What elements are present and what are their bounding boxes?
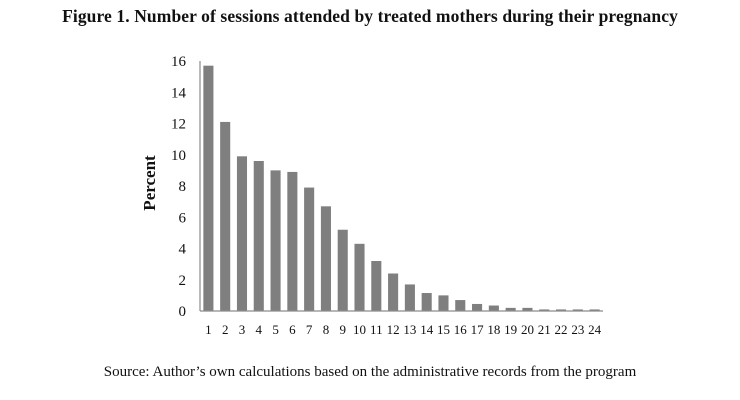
x-tick-label: 14 (420, 322, 434, 337)
bar-21 (539, 309, 550, 311)
x-tick-label: 4 (256, 322, 263, 337)
x-tick-label: 2 (222, 322, 229, 337)
bar-19 (505, 307, 516, 311)
bar-14 (421, 293, 432, 311)
x-tick-label: 5 (272, 322, 279, 337)
bar-3 (236, 156, 248, 311)
y-tick-label: 0 (179, 304, 187, 320)
bar-2 (220, 121, 231, 311)
x-tick-label: 22 (555, 322, 568, 337)
y-tick-label: 10 (171, 148, 186, 164)
source-note: Source: Author’s own calculations based … (103, 364, 637, 380)
chart-title: Figure 1. Number of sessions attended by… (62, 6, 678, 26)
x-tick-label: 7 (306, 322, 313, 337)
x-tick-label: 23 (571, 322, 584, 337)
x-tick-label: 17 (471, 322, 485, 337)
bar-6 (287, 171, 298, 311)
x-tick-label: 10 (353, 322, 366, 337)
bar-1 (203, 65, 214, 311)
x-tick-label: 18 (487, 322, 500, 337)
x-tick-label: 8 (323, 322, 330, 337)
x-tick-label: 9 (339, 322, 346, 337)
bar-18 (488, 305, 499, 311)
bar-11 (371, 261, 382, 311)
y-axis-ticks: 0 2 4 6 8 10 12 14 16 (171, 54, 187, 320)
y-tick-label: 4 (179, 242, 187, 258)
bar-5 (270, 170, 281, 311)
bar-12 (388, 273, 399, 311)
y-tick-label: 2 (179, 273, 187, 289)
x-tick-label: 13 (403, 322, 416, 337)
x-axis-ticks: 1 2 3 4 5 6 7 8 9 10 11 12 13 14 15 16 17 18 19 20 21 22 23 24 (205, 322, 601, 337)
x-tick-label: 6 (289, 322, 296, 337)
bar-16 (455, 300, 466, 311)
bars (203, 65, 600, 311)
bar-4 (253, 161, 264, 311)
bar-24 (589, 309, 600, 311)
y-tick-label: 16 (171, 54, 187, 70)
bar-15 (438, 295, 449, 311)
y-tick-label: 6 (179, 210, 187, 226)
bar-8 (320, 206, 331, 311)
bar-23 (572, 309, 583, 311)
x-tick-label: 20 (521, 322, 534, 337)
bar-17 (472, 303, 483, 311)
bar-20 (522, 307, 533, 311)
bar-9 (337, 229, 348, 311)
x-tick-label: 1 (205, 322, 212, 337)
x-tick-label: 16 (454, 322, 468, 337)
y-tick-label: 8 (179, 179, 187, 195)
x-tick-label: 19 (504, 322, 517, 337)
x-tick-label: 15 (437, 322, 450, 337)
y-tick-label: 12 (171, 117, 186, 133)
y-tick-label: 14 (171, 85, 187, 101)
bar-10 (354, 243, 365, 311)
x-tick-label: 24 (588, 322, 602, 337)
bar-13 (404, 284, 415, 311)
bar-22 (555, 309, 567, 311)
x-tick-label: 3 (239, 322, 246, 337)
x-tick-label: 11 (370, 322, 383, 337)
y-axis-label: Percent (140, 155, 159, 211)
x-tick-label: 21 (538, 322, 551, 337)
bar-7 (304, 187, 315, 311)
x-tick-label: 12 (387, 322, 400, 337)
